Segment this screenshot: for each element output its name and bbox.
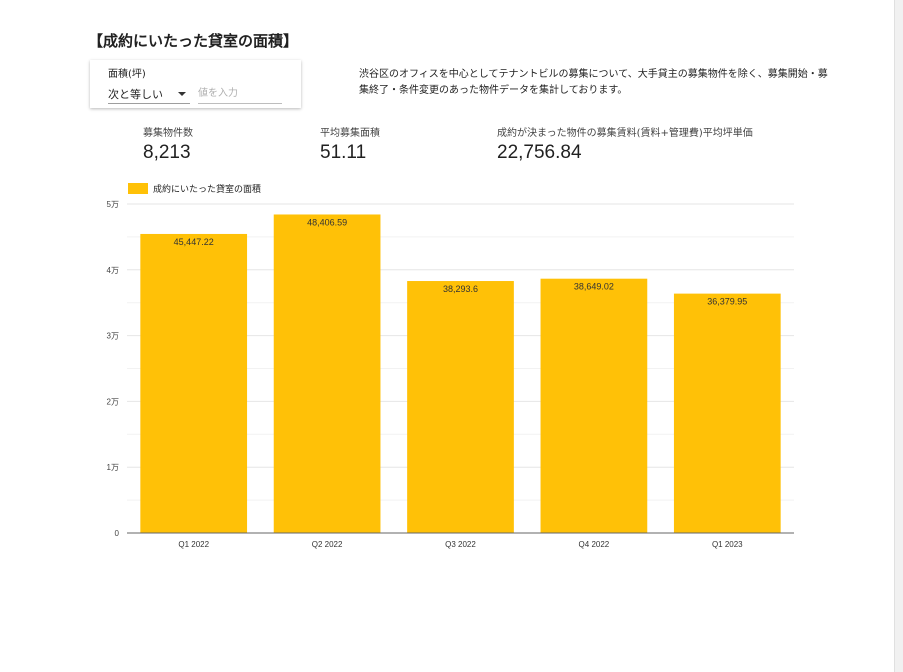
bar[interactable] (273, 214, 381, 534)
bar-data-label: 38,649.02 (574, 282, 614, 292)
legend-swatch (128, 183, 148, 194)
y-tick-label: 4万 (107, 266, 119, 275)
kpi-value: 51.11 (320, 142, 367, 163)
y-tick-label: 3万 (107, 332, 119, 341)
x-tick-label: Q4 2022 (579, 540, 610, 549)
page-title: 【成約にいたった貸室の面積】 (88, 32, 299, 50)
bar[interactable] (673, 293, 781, 533)
bar[interactable] (540, 278, 648, 533)
kpi-listing-count: 募集物件数 8,213 (143, 124, 193, 164)
kpi-average-area: 平均募集面積 51.11 (320, 124, 380, 164)
kpi-value: 22,756.84 (497, 142, 582, 163)
area-filter-control: 面積(坪) 次と等しい (90, 60, 301, 108)
bar-data-label: 38,293.6 (443, 284, 478, 294)
filter-label: 面積(坪) (108, 69, 146, 80)
filter-operator-value: 次と等しい (108, 88, 163, 101)
y-tick-label: 5万 (107, 200, 119, 209)
kpi-average-rent-per-tsubo: 成約が決まった物件の募集賃料(賃料+管理費)平均坪単価 22,756.84 (497, 124, 753, 164)
bar-data-label: 48,406.59 (307, 217, 347, 227)
kpi-label: 募集物件数 (143, 128, 193, 139)
y-tick-label: 2万 (107, 397, 119, 406)
right-scrollbar-track[interactable] (894, 0, 903, 672)
legend-label: 成約にいたった貸室の面積 (153, 185, 262, 195)
bar-data-label: 45,447.22 (174, 237, 214, 247)
bar-data-label: 36,379.95 (707, 297, 747, 307)
kpi-label: 成約が決まった物件の募集賃料(賃料+管理費)平均坪単価 (497, 128, 753, 139)
x-tick-label: Q1 2023 (712, 540, 743, 549)
y-tick-label: 0 (115, 529, 120, 538)
report-description: 渋谷区のオフィスを中心としてテナントビルの募集について、大手貸主の募集物件を除く… (359, 69, 828, 96)
y-tick-label: 1万 (107, 463, 119, 472)
filter-operator-select[interactable]: 次と等しい (108, 85, 190, 104)
bar[interactable] (140, 233, 248, 534)
filter-value-input[interactable] (198, 85, 282, 104)
x-tick-label: Q1 2022 (178, 540, 209, 549)
x-tick-label: Q2 2022 (312, 540, 343, 549)
chevron-down-icon (178, 92, 186, 96)
kpi-value: 8,213 (143, 142, 191, 163)
kpi-label: 平均募集面積 (320, 128, 380, 139)
x-tick-label: Q3 2022 (445, 540, 476, 549)
bar[interactable] (407, 281, 514, 533)
